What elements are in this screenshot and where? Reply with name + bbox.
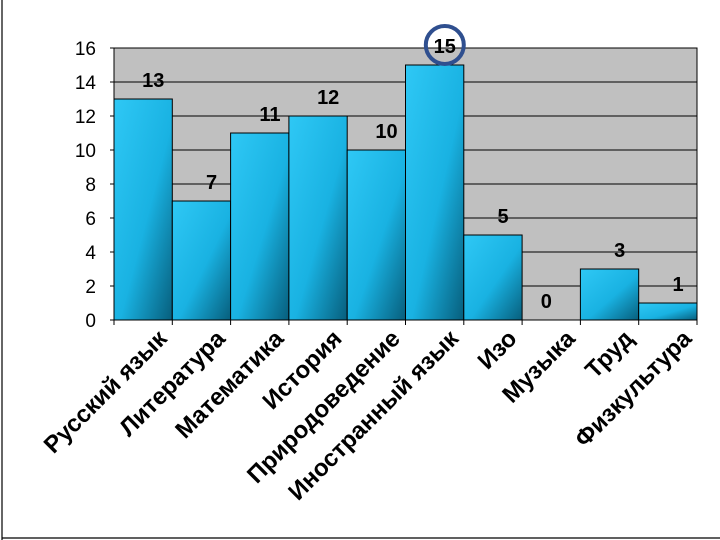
data-label: 13: [142, 70, 164, 92]
data-label: 5: [498, 206, 509, 228]
bars-group: [113, 64, 698, 325]
y-tick-label: 4: [85, 243, 96, 264]
bar-2: [171, 200, 232, 321]
data-label: 11: [259, 104, 280, 126]
y-tick-label: 14: [75, 73, 97, 94]
y-tick-label: 10: [75, 141, 96, 162]
bar-10: [638, 302, 698, 321]
bar-4: [288, 115, 348, 321]
data-label: 7: [206, 172, 217, 194]
highlight-circle: [423, 24, 466, 66]
y-tick-label: 2: [85, 277, 96, 298]
x-axis-labels: Русский языкЛитератураМатематикаИсторияП…: [39, 324, 698, 505]
data-label: 12: [317, 87, 339, 109]
data-label: 3: [614, 240, 625, 262]
bar-7: [463, 234, 523, 321]
data-labels: 13 7 11 12 10 15 5 0 3 1: [142, 36, 683, 313]
y-axis-ticks: 0 2 4 6 8 10 12 14 16: [75, 39, 114, 332]
data-label: 10: [375, 121, 397, 143]
y-tick-label: 6: [85, 209, 96, 230]
data-label: 0: [541, 291, 552, 313]
x-tick-label: Изо: [473, 325, 523, 375]
bar-3: [230, 132, 290, 321]
y-tick-label: 0: [85, 311, 96, 332]
bar-5: [346, 149, 407, 321]
y-tick-label: 8: [85, 175, 96, 196]
bar-9: [579, 268, 640, 321]
bar-1: [113, 98, 173, 321]
y-tick-label: 16: [75, 39, 96, 60]
bar-6: [405, 64, 465, 321]
data-label: 1: [672, 274, 683, 296]
data-label: 15: [434, 36, 456, 58]
y-tick-label: 12: [75, 107, 96, 128]
